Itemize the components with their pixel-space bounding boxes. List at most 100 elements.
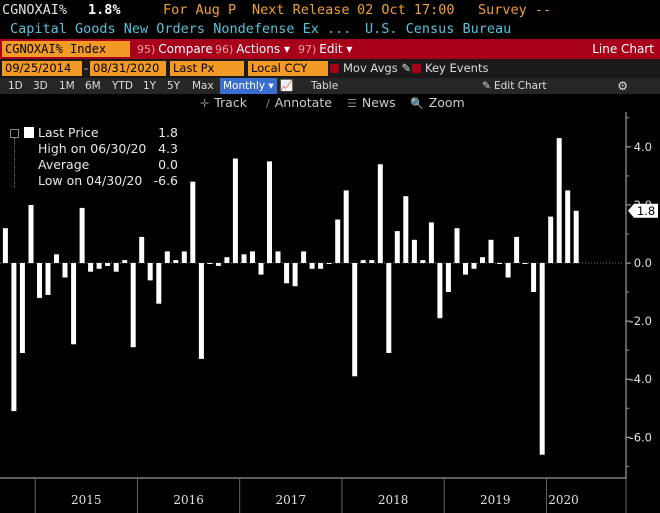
- period-max[interactable]: Max: [192, 80, 214, 92]
- bar: [45, 263, 51, 295]
- period-3d[interactable]: 3D: [33, 80, 48, 92]
- legend-average-value: 0.0: [158, 157, 178, 172]
- bar: [318, 263, 324, 269]
- bar: [2, 228, 8, 264]
- y-tick-label: 0.0: [634, 256, 652, 270]
- annotate-icon: ∕: [266, 97, 270, 110]
- legend-low-label: Low on 04/30/20: [38, 173, 143, 188]
- bar: [301, 251, 307, 263]
- bar: [96, 263, 102, 269]
- bar: [403, 196, 409, 263]
- news-icon: ☰: [347, 97, 357, 110]
- ticker-input[interactable]: CGNOXAI% Index: [2, 41, 130, 57]
- data-source: U.S. Census Bureau: [365, 21, 512, 37]
- mov-avgs-toggle[interactable]: Mov Avgs ✎: [330, 61, 411, 76]
- period-ytd[interactable]: YTD: [112, 80, 133, 92]
- bar: [497, 263, 503, 264]
- gear-icon[interactable]: ⚙: [617, 79, 628, 93]
- key-events-label: Key Events: [425, 61, 489, 75]
- bar: [352, 263, 358, 377]
- bar: [37, 263, 42, 298]
- bar: [79, 207, 85, 264]
- survey: Survey --: [478, 2, 552, 18]
- legend-average-label: Average: [38, 157, 90, 172]
- period-1m[interactable]: 1M: [59, 80, 75, 92]
- actions-number: 96): [215, 43, 234, 56]
- zoom-label: Zoom: [428, 95, 465, 110]
- bar: [267, 161, 272, 264]
- legend-high-label: High on 06/30/20: [38, 141, 147, 156]
- command-toolbar: CGNOXAI% Index 95) Compare 96) Actions ▾ 9…: [0, 39, 660, 59]
- bar: [386, 263, 392, 353]
- ticker-code: CGNOXAI%: [2, 2, 68, 18]
- bar: [130, 263, 136, 348]
- edit-chart-icon[interactable]: ✎: [482, 80, 491, 92]
- x-year-label: 2015: [71, 493, 102, 507]
- bar: [292, 263, 298, 287]
- x-year-label: 2018: [378, 493, 409, 507]
- legend-high-value: 4.3: [158, 141, 178, 156]
- currency-selector[interactable]: Local CCY: [248, 61, 328, 76]
- bar: [88, 263, 94, 272]
- bar-chart[interactable]: -6.0-4.0-2.00.02.04.02015201620172018201…: [0, 112, 660, 513]
- bar: [531, 263, 537, 292]
- last-value: 1.8%: [88, 2, 121, 18]
- actions-button[interactable]: 96) Actions ▾: [215, 41, 290, 57]
- y-tick-label: -4.0: [630, 372, 652, 386]
- legend-low-value: -6.6: [153, 173, 178, 188]
- y-tick-label: -2.0: [630, 314, 652, 328]
- period-1y[interactable]: 1Y: [143, 80, 157, 92]
- track-tool[interactable]: ✛ Track: [200, 95, 247, 112]
- period-6m[interactable]: 6M: [85, 80, 101, 92]
- key-events-toggle[interactable]: Key Events: [412, 61, 488, 76]
- mov-avgs-label: Mov Avgs: [343, 61, 398, 75]
- bar: [224, 257, 230, 263]
- zoom-tool[interactable]: 🔍 Zoom: [410, 95, 465, 112]
- bar: [190, 181, 196, 263]
- period-1d[interactable]: 1D: [8, 80, 23, 92]
- table-button[interactable]: Table: [311, 80, 339, 92]
- bar: [369, 260, 375, 263]
- edit-button[interactable]: 97) Edit ▾: [298, 41, 352, 57]
- zoom-icon: 🔍: [410, 97, 424, 110]
- period-5y[interactable]: 5Y: [167, 80, 181, 92]
- bar: [19, 263, 25, 353]
- news-label: News: [361, 95, 396, 110]
- bar: [62, 263, 68, 278]
- annotate-tool[interactable]: ∕ Annotate: [266, 95, 332, 112]
- bar: [573, 210, 579, 264]
- legend-collapse-icon[interactable]: [10, 129, 19, 138]
- bar: [548, 216, 554, 264]
- bar: [463, 263, 468, 275]
- bar: [454, 228, 460, 264]
- bar: [28, 205, 34, 264]
- edit-chart-button[interactable]: Edit Chart: [494, 80, 547, 92]
- for-period: For Aug P: [163, 2, 237, 18]
- bar: [139, 236, 145, 263]
- chart-legend: Last Price 1.8 High on 06/30/20 4.3 Aver…: [10, 125, 178, 190]
- key-events-checkbox: [412, 64, 421, 73]
- crosshair-icon: ✛: [200, 97, 210, 110]
- start-date-field[interactable]: 09/25/2014: [2, 61, 82, 76]
- chart-type-label[interactable]: Line Chart: [592, 42, 654, 56]
- bar: [207, 263, 213, 264]
- bar: [488, 239, 494, 263]
- bar: [11, 263, 17, 412]
- end-date-field[interactable]: 08/31/2020: [90, 61, 166, 76]
- field-selector[interactable]: Last Px: [170, 61, 244, 76]
- security-header: CGNOXAI% 1.8% For Aug P Next Release 02 …: [0, 0, 660, 20]
- bar: [411, 239, 417, 263]
- next-release-label: Next Release: [252, 2, 350, 18]
- compare-button[interactable]: 95) Compare: [137, 41, 213, 57]
- chart-style-icon[interactable]: 📈: [280, 80, 294, 92]
- bar: [377, 164, 383, 264]
- chart-tools: ✛ Track ∕ Annotate ☰ News 🔍 Zoom: [0, 94, 660, 112]
- pencil-icon[interactable]: ✎: [401, 61, 412, 75]
- bar: [54, 254, 59, 263]
- news-tool[interactable]: ☰ News: [347, 95, 396, 112]
- x-year-label: 2016: [173, 493, 204, 507]
- frequency-dropdown[interactable]: Monthly ▾: [220, 78, 277, 94]
- bar: [309, 263, 315, 269]
- bar: [539, 263, 545, 455]
- bar: [556, 138, 562, 263]
